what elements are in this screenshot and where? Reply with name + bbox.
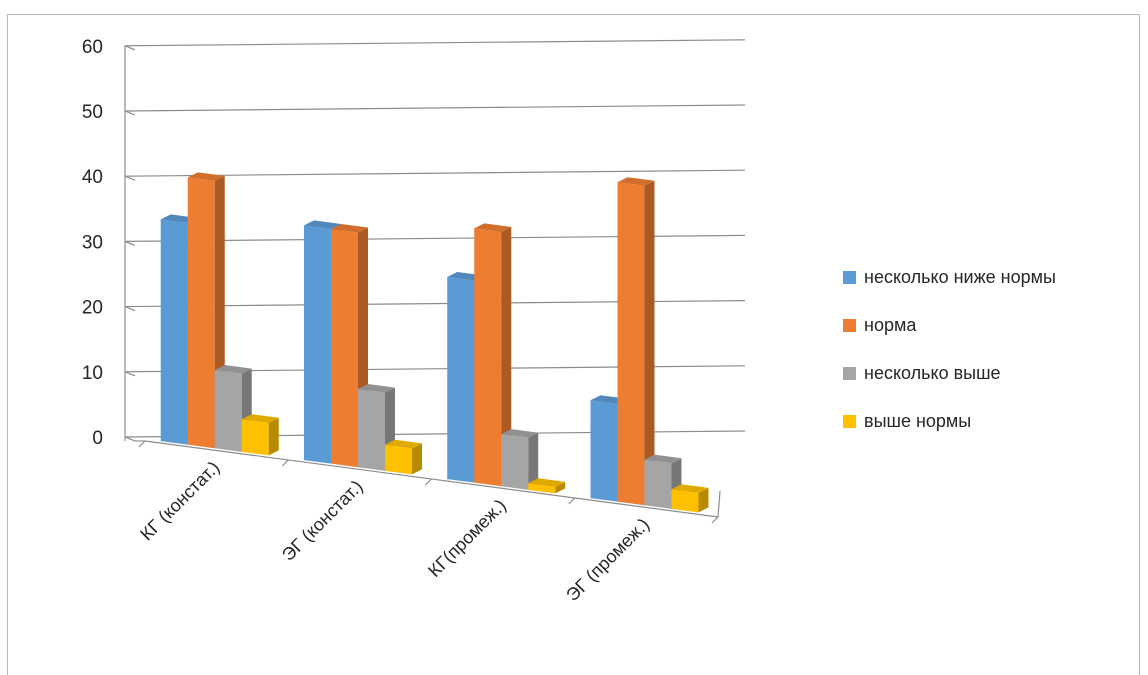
- legend-label: норма: [864, 315, 917, 335]
- legend: несколько ниже нормы норма несколько выше в…: [843, 267, 1056, 431]
- floor-right-edge: [717, 490, 721, 518]
- x-category-label: КГ(промеж.): [424, 495, 510, 581]
- bar-front: [330, 228, 358, 468]
- bar: [528, 478, 566, 494]
- bar: [241, 414, 279, 456]
- bars: [160, 172, 709, 513]
- bar-front: [447, 276, 475, 483]
- bar-top: [474, 223, 512, 232]
- x-category-label: ЭГ (констат.): [278, 476, 367, 565]
- legend-swatch: [843, 271, 856, 284]
- x-axis-categories: КГ (констат.) ЭГ (констат.) КГ(промеж.) ЭГ …: [136, 457, 653, 605]
- legend-item: выше нормы: [843, 411, 971, 431]
- bar-front: [644, 459, 672, 509]
- side-gridline: [124, 436, 136, 442]
- legend-swatch: [843, 367, 856, 380]
- bar-top: [241, 414, 279, 423]
- bar-side: [528, 432, 539, 490]
- bar-top: [501, 429, 539, 438]
- bar-front: [528, 483, 556, 494]
- bar-front: [241, 419, 269, 456]
- bar: [501, 429, 539, 490]
- y-tick-label: 20: [82, 298, 103, 319]
- x-tick-mark: [425, 478, 432, 486]
- bar: [671, 484, 709, 513]
- bar: [474, 223, 512, 487]
- bar-top: [214, 365, 252, 374]
- legend-item: несколько выше: [843, 363, 1001, 383]
- bar: [384, 439, 422, 475]
- bar-front: [214, 370, 242, 452]
- bar-top: [528, 478, 566, 487]
- x-category-label: ЭГ (промеж.): [562, 514, 653, 605]
- bar-top: [357, 384, 395, 393]
- bar-side: [501, 226, 512, 487]
- bar-front: [384, 444, 412, 475]
- side-gridline: [124, 240, 136, 246]
- y-tick-label: 60: [82, 37, 103, 58]
- bar-front: [357, 389, 385, 471]
- bar-top: [303, 220, 341, 229]
- bar-front: [303, 225, 331, 464]
- side-gridline: [124, 371, 136, 377]
- bar-side: [555, 481, 566, 494]
- bar-top: [617, 177, 655, 186]
- legend-label: несколько выше: [864, 363, 1001, 383]
- bar-top: [330, 223, 368, 233]
- bar-top: [671, 484, 709, 493]
- bar-side: [644, 180, 655, 506]
- gridline: [124, 104, 746, 112]
- axes: [124, 45, 721, 524]
- bar-front: [160, 219, 188, 445]
- y-axis-ticks: 0 10 20 30 40 50 60: [82, 37, 103, 449]
- bar-top: [644, 454, 682, 464]
- legend-swatch: [843, 319, 856, 332]
- bar-front: [501, 434, 529, 490]
- bar-side: [411, 443, 422, 475]
- bar-top: [384, 439, 422, 449]
- y-tick-label: 40: [82, 167, 103, 188]
- bar-front: [671, 489, 699, 513]
- side-gridline: [124, 175, 136, 181]
- legend-label: несколько ниже нормы: [864, 267, 1056, 287]
- bar-front: [617, 182, 645, 506]
- side-gridline: [124, 110, 136, 116]
- bar-side: [268, 417, 279, 456]
- y-tick-label: 50: [82, 102, 103, 123]
- bar-front: [187, 177, 215, 449]
- chart-frame: [7, 14, 1140, 675]
- y-tick-label: 30: [82, 232, 103, 253]
- x-tick-mark: [138, 440, 146, 448]
- side-gridline: [124, 45, 136, 51]
- bar-side: [698, 487, 709, 513]
- bar-front: [590, 400, 618, 502]
- x-tick-mark: [711, 516, 719, 524]
- side-gridline: [124, 306, 136, 312]
- bar-front: [474, 228, 502, 487]
- bar: [617, 177, 655, 506]
- gridline: [124, 39, 746, 47]
- gridline: [124, 169, 746, 177]
- legend-swatch: [843, 415, 856, 428]
- x-tick-mark: [568, 497, 576, 505]
- legend-label: выше нормы: [864, 411, 971, 431]
- x-category-label: КГ (констат.): [136, 457, 223, 544]
- y-tick-label: 0: [92, 428, 103, 449]
- legend-item: несколько ниже нормы: [843, 267, 1056, 287]
- y-tick-label: 10: [82, 363, 103, 384]
- legend-item: норма: [843, 315, 917, 335]
- bar-top: [187, 172, 225, 181]
- x-tick-mark: [281, 459, 289, 467]
